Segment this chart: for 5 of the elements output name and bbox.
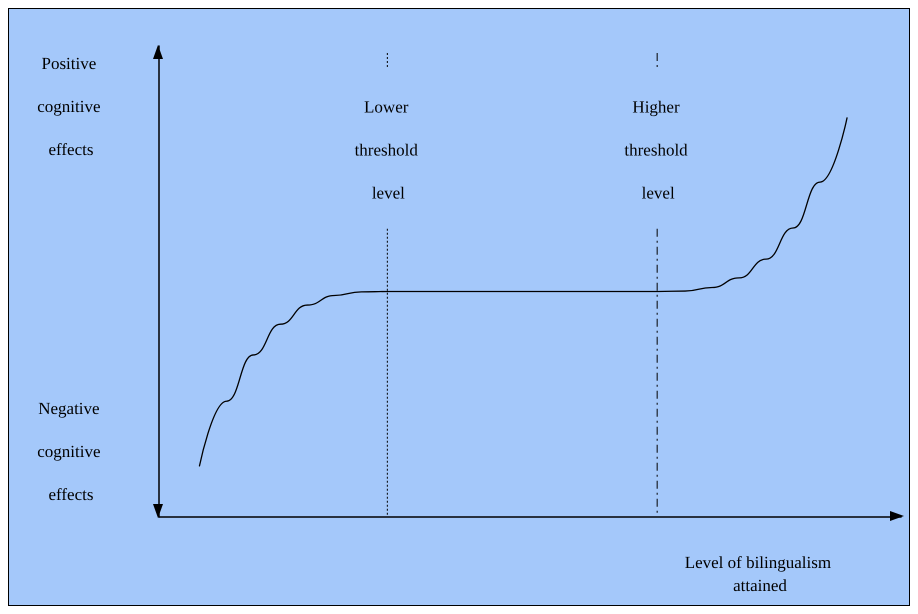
text: Higher threshold level: [624, 97, 688, 202]
text: Positive cognitive effects: [37, 54, 101, 159]
text: Lower threshold level: [354, 97, 418, 202]
x-axis-title: Level of bilingualism attained: [684, 553, 836, 595]
text: Negative cognitive effects: [37, 399, 101, 504]
